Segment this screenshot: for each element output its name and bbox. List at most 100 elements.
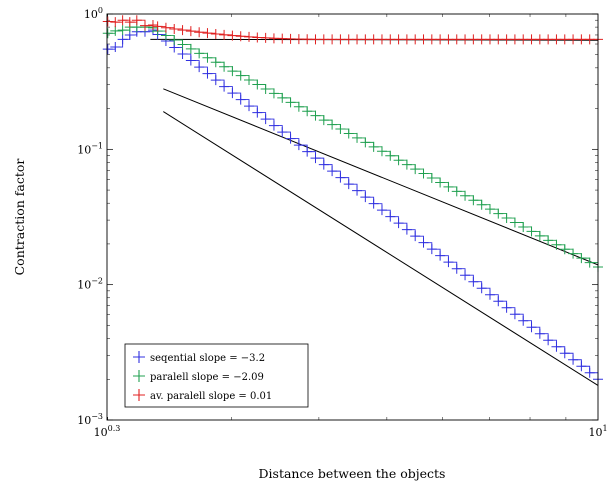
- data-point: [551, 239, 562, 250]
- data-point: [235, 31, 246, 42]
- data-point: [268, 120, 279, 131]
- data-point: [219, 61, 230, 72]
- data-point: [526, 226, 537, 237]
- data-point: [177, 25, 188, 36]
- data-point: [509, 217, 520, 228]
- plot-frame: [106, 13, 599, 421]
- data-point: [418, 237, 429, 248]
- data-point: [185, 43, 196, 54]
- data-point: [401, 159, 412, 170]
- legend-marker: [133, 370, 145, 382]
- tick-marks: [107, 13, 598, 421]
- data-point: [376, 146, 387, 157]
- data-point: [131, 15, 142, 26]
- data-point: [117, 15, 128, 26]
- x-tick-label: 101: [588, 424, 607, 439]
- data-point: [117, 25, 128, 36]
- data-point: [493, 296, 504, 307]
- data-point: [235, 70, 246, 81]
- legend-marker: [133, 389, 145, 401]
- data-point: [418, 168, 429, 179]
- data-point: [219, 29, 230, 40]
- x-tick-base: 10: [94, 426, 108, 439]
- data-point: [310, 153, 321, 164]
- data-point: [277, 92, 288, 103]
- data-point: [110, 42, 121, 53]
- data-point: [227, 66, 238, 77]
- x-tick-exponent: 1: [602, 424, 607, 433]
- data-point: [368, 141, 379, 152]
- data-point: [360, 137, 371, 148]
- data-point: [227, 30, 238, 41]
- data-point: [139, 20, 150, 31]
- data-point: [335, 124, 346, 135]
- x-axis-label: Distance between the objects: [259, 466, 446, 481]
- y-tick-exponent: −1: [91, 141, 103, 150]
- y-tick-base: 10: [77, 414, 91, 427]
- data-point: [410, 231, 421, 242]
- data-point: [244, 75, 255, 86]
- data-point: [160, 22, 171, 33]
- legend-label: paralell slope = −2.09: [150, 372, 264, 383]
- data-point: [518, 221, 529, 232]
- reference-line: [163, 111, 599, 386]
- data-point: [410, 164, 421, 175]
- data-point: [501, 302, 512, 313]
- data-point: [244, 101, 255, 112]
- legend: seqential slope = −3.2 paralell slope = −…: [124, 343, 309, 408]
- data-point: [468, 276, 479, 287]
- data-point: [584, 257, 595, 268]
- y-axis-label: Contraction factor: [12, 159, 27, 276]
- legend-box: [124, 343, 309, 408]
- data-point: [185, 55, 196, 66]
- legend-marker: [133, 351, 145, 363]
- data-point: [385, 150, 396, 161]
- data-point: [260, 83, 271, 94]
- series-3: [102, 15, 603, 45]
- x-tick-labels: 100.3 101: [94, 424, 608, 439]
- y-tick-label: 100: [84, 6, 103, 21]
- data-point: [368, 198, 379, 209]
- data-point: [302, 146, 313, 157]
- y-tick-base: 10: [77, 143, 91, 156]
- y-tick-exponent: −3: [91, 412, 103, 421]
- data-point: [310, 110, 321, 121]
- data-point: [102, 16, 113, 27]
- data-point: [526, 322, 537, 333]
- y-tick-base: 10: [84, 8, 98, 21]
- data-series: [102, 15, 603, 385]
- series-1: [102, 25, 603, 385]
- data-point: [235, 94, 246, 105]
- reference-line: [163, 88, 599, 266]
- data-point: [385, 211, 396, 222]
- data-point: [393, 155, 404, 166]
- data-point: [460, 190, 471, 201]
- data-point: [210, 75, 221, 86]
- data-point: [401, 224, 412, 235]
- reference-lines: [150, 38, 599, 386]
- data-point: [252, 107, 263, 118]
- legend-label: seqential slope = −3.2: [150, 353, 265, 364]
- data-point: [352, 132, 363, 143]
- data-point: [117, 34, 128, 45]
- data-point: [285, 97, 296, 108]
- data-point: [268, 88, 279, 99]
- data-point: [318, 115, 329, 126]
- y-tick-base: 10: [77, 279, 91, 292]
- data-point: [152, 21, 163, 32]
- data-point: [484, 204, 495, 215]
- data-point: [534, 328, 545, 339]
- data-point: [277, 127, 288, 138]
- data-point: [260, 114, 271, 125]
- data-point: [576, 253, 587, 264]
- data-point: [493, 208, 504, 219]
- data-point: [468, 195, 479, 206]
- data-point: [576, 361, 587, 372]
- data-point: [185, 26, 196, 37]
- data-point: [534, 230, 545, 241]
- data-point: [476, 283, 487, 294]
- data-point: [376, 205, 387, 216]
- series-2: [102, 22, 603, 273]
- data-point: [302, 106, 313, 117]
